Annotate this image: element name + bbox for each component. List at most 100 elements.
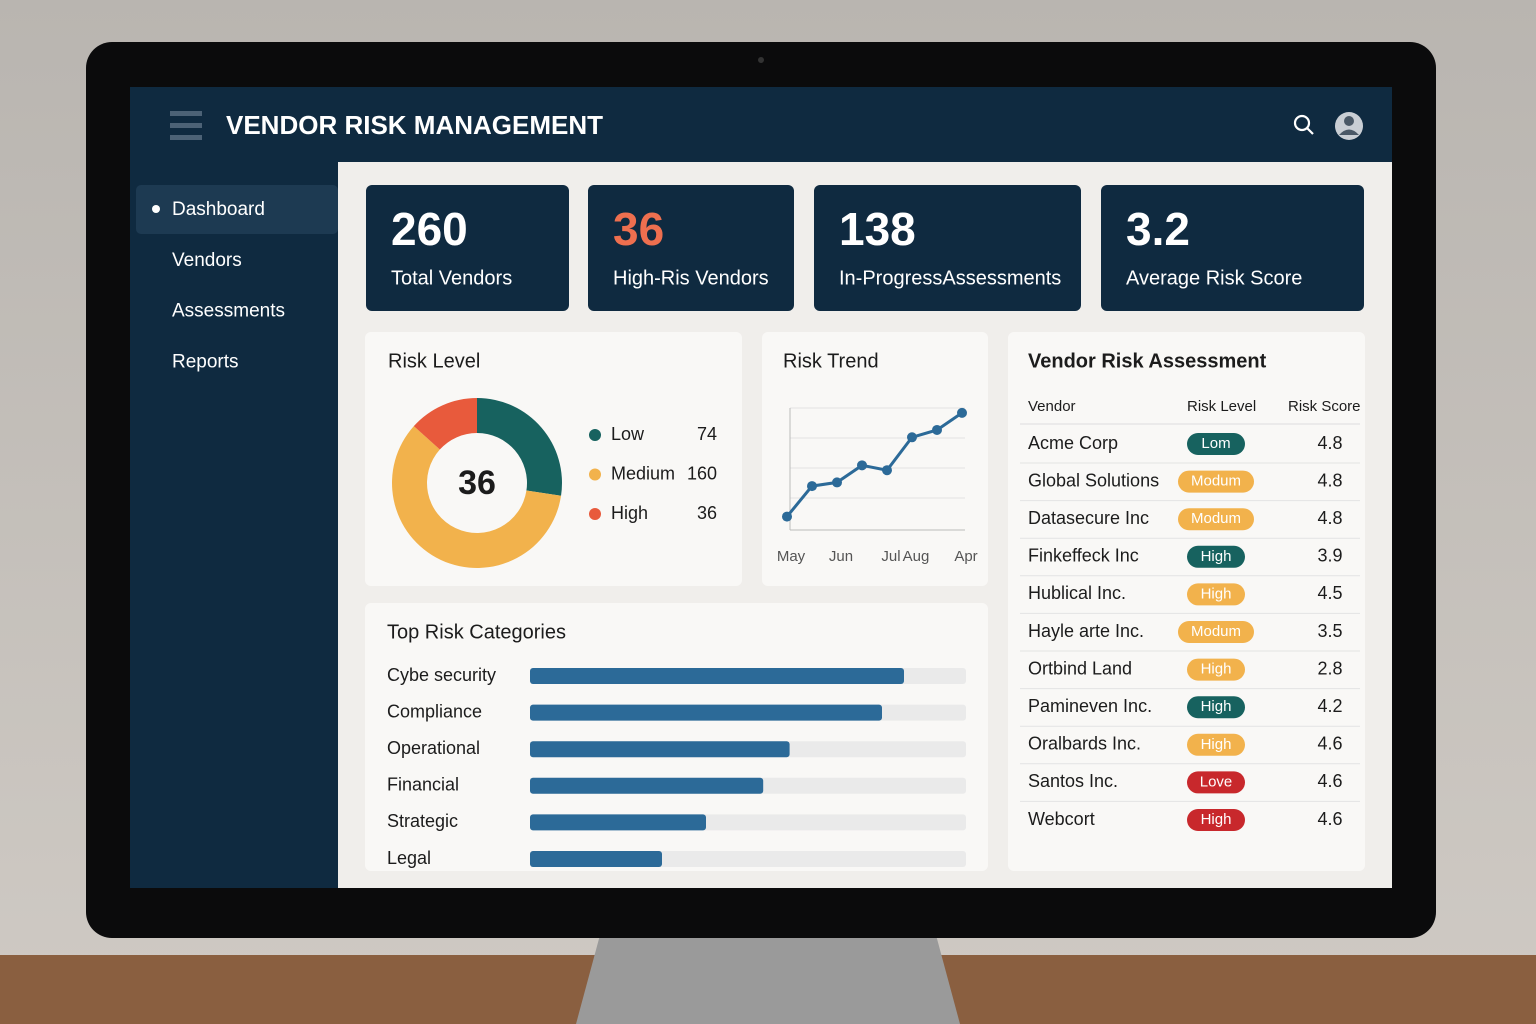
category-label: Operational (387, 738, 480, 758)
legend-value: 36 (697, 503, 717, 523)
user-avatar[interactable] (1335, 112, 1363, 140)
vendor-name: Ortbind Land (1028, 658, 1132, 678)
legend-value: 74 (697, 424, 717, 444)
risk-badge-label: Modum (1191, 473, 1241, 490)
risk-score: 4.6 (1317, 771, 1342, 791)
panel-title: Vendor Risk Assessment (1028, 350, 1267, 372)
kpi-label: Average Risk Score (1126, 267, 1302, 289)
x-tick-label: Aug (903, 548, 930, 565)
legend-label: High (611, 503, 648, 523)
kpi-card (588, 185, 794, 311)
nav-bullet (152, 205, 160, 213)
risk-score: 3.9 (1317, 546, 1342, 566)
category-label: Strategic (387, 811, 458, 831)
vendor-name: Hublical Inc. (1028, 583, 1126, 603)
kpi-card (814, 185, 1081, 311)
risk-badge-label: High (1201, 736, 1232, 753)
donut-slice (477, 398, 563, 496)
menu-icon[interactable] (170, 111, 202, 140)
kpi-label: Total Vendors (391, 267, 512, 289)
column-header: Risk Level (1187, 398, 1256, 415)
nav-item[interactable]: Reports (172, 351, 239, 372)
donut-slice (413, 398, 477, 450)
risk-badge-label: High (1201, 548, 1232, 565)
column-header: Risk Score (1288, 398, 1361, 415)
vendor-name: Acme Corp (1028, 433, 1118, 453)
kpi-card (366, 185, 569, 311)
risk-score: 4.8 (1317, 470, 1342, 490)
risk-badge (1178, 508, 1254, 531)
risk-badge (1187, 545, 1245, 568)
kpi-value: 138 (839, 203, 916, 255)
panel (762, 332, 988, 586)
vendor-name: Pamineven Inc. (1028, 696, 1152, 716)
bar (530, 668, 904, 684)
risk-badge-label: Love (1200, 773, 1233, 790)
vendor-name: Santos Inc. (1028, 771, 1118, 791)
category-label: Compliance (387, 701, 482, 721)
category-label: Cybe security (387, 665, 496, 685)
trend-point (782, 511, 792, 522)
kpi-value: 3.2 (1126, 203, 1190, 255)
risk-badge (1187, 433, 1245, 455)
risk-badge-label: High (1201, 661, 1232, 678)
trend-point (907, 432, 917, 443)
app-title: VENDOR RISK MANAGEMENT (226, 110, 603, 140)
vendor-name: Oralbards Inc. (1028, 734, 1141, 754)
sidebar (130, 162, 338, 888)
nav-item[interactable]: Dashboard (172, 199, 265, 220)
risk-badge (1187, 809, 1245, 831)
panel-title: Risk Trend (783, 350, 879, 372)
risk-score: 4.6 (1317, 809, 1342, 829)
vendor-name: Datasecure Inc (1028, 508, 1149, 528)
kpi-card (1101, 185, 1364, 311)
bar (530, 741, 790, 758)
x-tick-label: Jul (881, 548, 900, 565)
vendor-name: Hayle arte Inc. (1028, 621, 1144, 641)
nav-item[interactable]: Assessments (172, 301, 285, 322)
donut-center: 36 (458, 464, 496, 502)
stand (576, 935, 960, 1024)
risk-badge (1187, 696, 1245, 719)
vendor-name: Webcort (1028, 809, 1095, 829)
trend-point (857, 460, 867, 471)
legend-value: 160 (687, 463, 717, 483)
panel-title: Risk Level (388, 350, 480, 372)
nav-item[interactable]: Vendors (172, 250, 242, 271)
vendor-name: Global Solutions (1028, 470, 1159, 490)
bar (530, 851, 662, 867)
column-header: Vendor (1028, 398, 1076, 415)
risk-badge (1187, 658, 1245, 681)
legend-dot (589, 468, 601, 481)
risk-badge (1178, 470, 1254, 493)
risk-score: 4.8 (1317, 508, 1342, 528)
search-icon[interactable] (1293, 114, 1314, 135)
risk-score: 4.5 (1317, 583, 1342, 603)
risk-badge (1187, 583, 1245, 606)
trend-point (832, 477, 842, 488)
risk-score: 4.6 (1317, 734, 1342, 754)
bar (530, 777, 764, 794)
camera (758, 57, 764, 63)
top-bar (130, 87, 1392, 162)
panel-title: Top Risk Categories (387, 621, 566, 643)
risk-badge (1187, 771, 1245, 794)
risk-score: 3.5 (1317, 621, 1342, 641)
risk-score: 2.8 (1317, 658, 1342, 678)
panel (1008, 332, 1365, 871)
bar (530, 814, 706, 831)
risk-badge-label: Modum (1191, 623, 1241, 640)
x-tick-label: Jun (829, 548, 853, 565)
kpi-label: High-Ris Vendors (613, 267, 769, 289)
kpi-value: 260 (391, 203, 468, 255)
legend-label: Low (611, 424, 645, 444)
trend-point (957, 407, 967, 418)
legend-dot (589, 508, 601, 520)
kpi-label: In-ProgressAssessments (839, 267, 1061, 289)
risk-badge-label: High (1201, 698, 1232, 715)
risk-badge-label: High (1201, 585, 1232, 602)
risk-badge-label: Modum (1191, 510, 1241, 527)
trend-point (932, 424, 942, 435)
legend-dot (589, 429, 601, 441)
vendor-name: Finkeffeck Inc (1028, 546, 1139, 566)
